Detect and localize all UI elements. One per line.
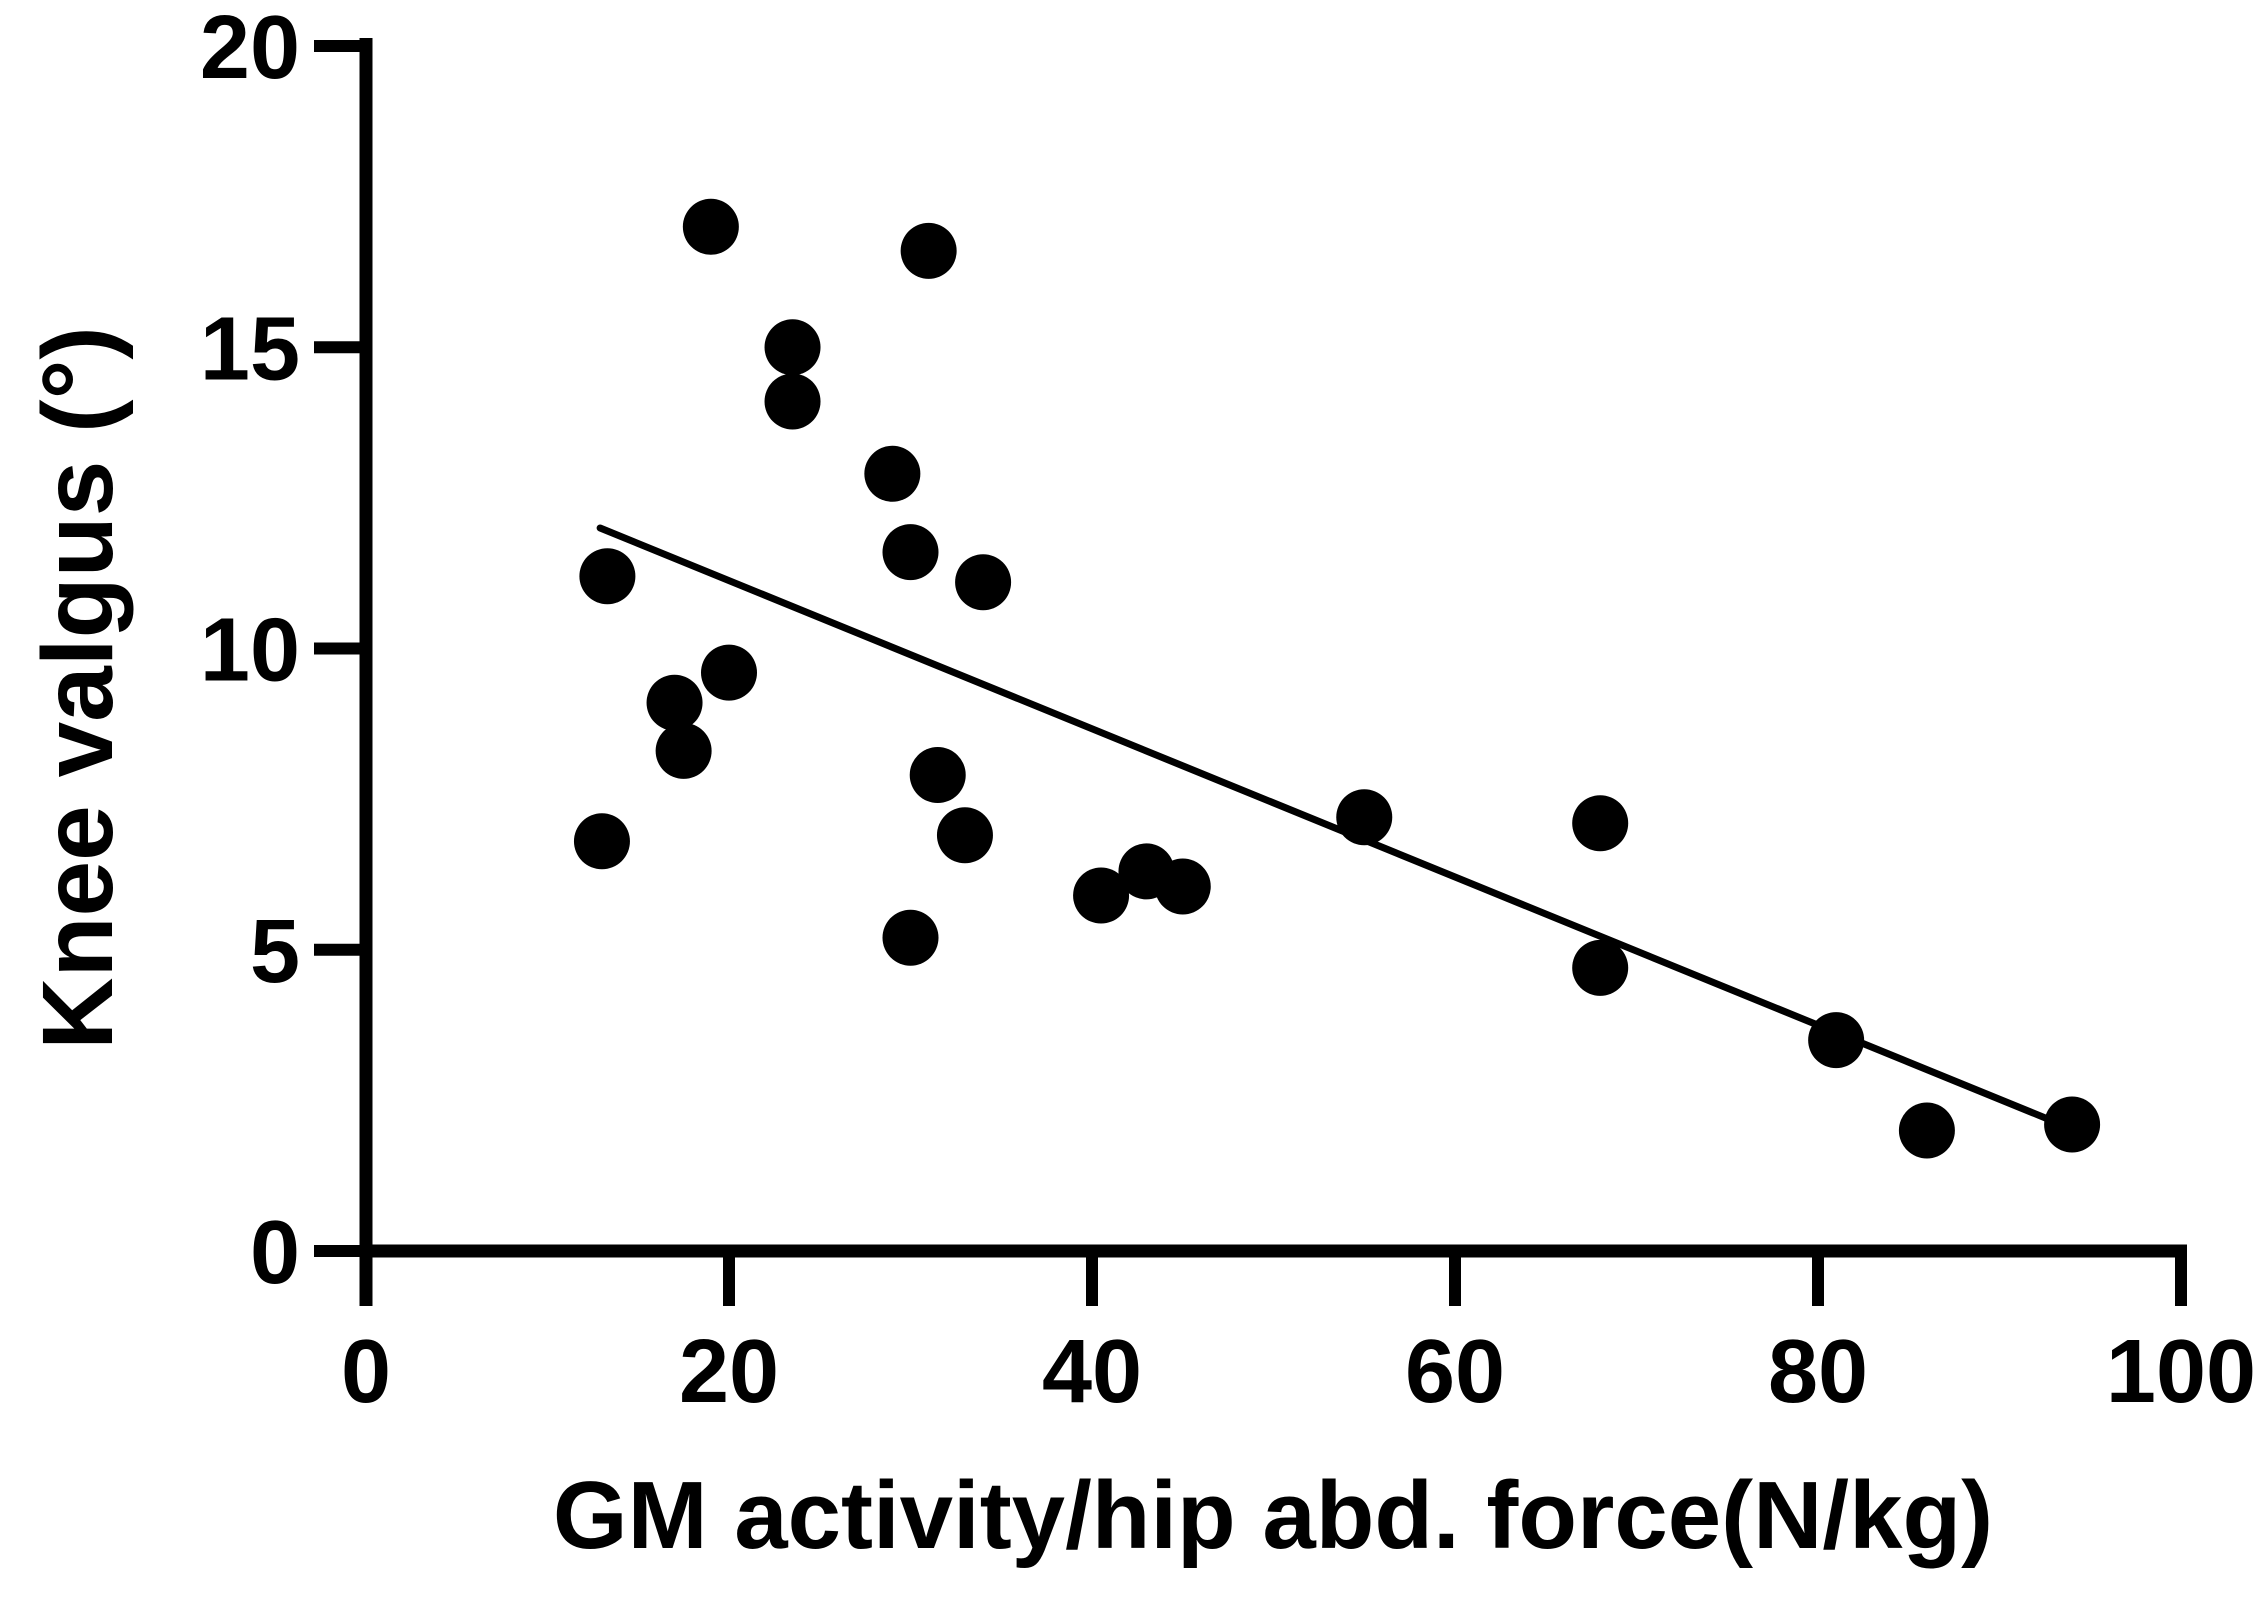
data-point (573, 813, 630, 870)
data-point (2044, 1096, 2101, 1153)
x-tick-label: 20 (679, 1322, 779, 1422)
data-point (1336, 789, 1393, 846)
y-tick-label: 15 (200, 299, 300, 399)
data-point (655, 722, 712, 779)
y-tick-label: 0 (250, 1203, 300, 1303)
y-axis-ticks: 0 5 10 15 20 (200, 0, 366, 1303)
data-point (764, 373, 821, 430)
data-point (1073, 867, 1130, 924)
data-point (764, 319, 821, 376)
data-points-group (573, 198, 2101, 1159)
data-point (1572, 939, 1629, 996)
data-point (646, 674, 703, 731)
x-tick-label: 100 (2106, 1322, 2256, 1422)
x-tick-label: 60 (1405, 1322, 1505, 1422)
y-axis-title: Knee valgus (°) (22, 326, 134, 1050)
data-point (864, 445, 921, 502)
x-tick-label: 80 (1768, 1322, 1868, 1422)
data-point (909, 747, 966, 804)
data-point (1154, 858, 1211, 915)
data-point (1572, 795, 1629, 852)
x-axis-title: GM activity/hip abd. force(N/kg) (553, 1462, 1993, 1569)
data-point (936, 807, 993, 864)
data-point (682, 198, 739, 255)
data-point (579, 548, 636, 605)
y-tick-label: 20 (200, 0, 300, 98)
x-tick-label: 40 (1042, 1322, 1142, 1422)
data-point (882, 524, 939, 581)
y-tick-label: 5 (250, 902, 300, 1002)
trend-line-group (596, 524, 2058, 1125)
x-tick-label: 0 (341, 1322, 391, 1422)
data-point (900, 222, 957, 279)
x-axis-ticks: 0 20 40 60 80 100 (341, 1245, 2256, 1422)
data-point (882, 909, 939, 966)
trend-line (596, 524, 2058, 1125)
data-point (955, 554, 1012, 611)
data-point (1808, 1012, 1865, 1069)
y-tick-label: 10 (200, 601, 300, 701)
data-point (701, 644, 757, 701)
data-point (1898, 1102, 1955, 1159)
